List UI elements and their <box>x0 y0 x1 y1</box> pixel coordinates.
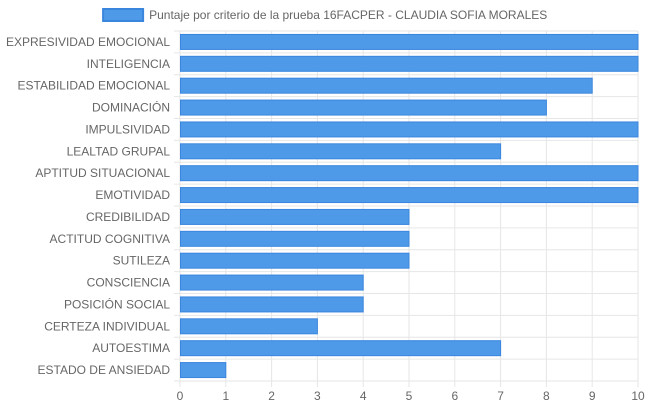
x-tick-label: 5 <box>406 389 413 403</box>
y-category-label: IMPULSIVIDAD <box>85 122 170 136</box>
legend[interactable]: Puntaje por criterio de la prueba 16FACP… <box>102 8 547 22</box>
bar-13[interactable] <box>180 296 364 313</box>
y-category-label: SUTILEZA <box>113 254 170 268</box>
bar-6[interactable] <box>180 143 502 160</box>
y-category-label: EXPRESIVIDAD EMOCIONAL <box>6 35 170 49</box>
y-category-label: CREDIBILIDAD <box>86 210 170 224</box>
x-tick-label: 10 <box>631 389 645 403</box>
y-category-label: APTITUD SITUACIONAL <box>35 166 170 180</box>
x-tick-label: 3 <box>314 389 321 403</box>
bar-10[interactable] <box>180 230 410 247</box>
bar-11[interactable] <box>180 252 410 269</box>
y-category-label: INTELIGENCIA <box>87 57 170 71</box>
x-tick-label: 2 <box>268 389 275 403</box>
bar-12[interactable] <box>180 274 364 291</box>
y-category-label: LEALTAD GRUPAL <box>67 144 171 158</box>
y-category-label: ACTITUD COGNITIVA <box>50 232 170 246</box>
bar-15[interactable] <box>180 340 502 357</box>
bar-1[interactable] <box>180 33 639 50</box>
x-tick-label: 8 <box>543 389 550 403</box>
bar-16[interactable] <box>180 362 227 379</box>
y-category-label: EMOTIVIDAD <box>95 188 170 202</box>
y-category-label: CONSCIENCIA <box>87 276 170 290</box>
y-category-label: AUTOESTIMA <box>92 341 170 355</box>
legend-swatch <box>102 8 145 22</box>
bar-2[interactable] <box>180 55 639 72</box>
bar-5[interactable] <box>180 121 639 138</box>
bar-14[interactable] <box>180 318 318 335</box>
y-category-label: ESTADO DE ANSIEDAD <box>38 363 171 377</box>
x-tick-label: 6 <box>451 389 458 403</box>
bar-8[interactable] <box>180 187 639 204</box>
x-tick-label: 0 <box>177 389 184 403</box>
x-tick-label: 4 <box>360 389 367 403</box>
bar-9[interactable] <box>180 208 410 225</box>
y-category-label: DOMINACIÓN <box>92 100 170 115</box>
bar-3[interactable] <box>180 77 593 94</box>
x-tick-label: 7 <box>497 389 504 403</box>
y-category-label: POSICIÓN SOCIAL <box>64 296 170 311</box>
x-tick-label: 9 <box>589 389 596 403</box>
bar-4[interactable] <box>180 99 547 116</box>
y-axis-labels: EXPRESIVIDAD EMOCIONAL INTELIGENCIA ESTABI… <box>6 35 170 377</box>
y-category-label: ESTABILIDAD EMOCIONAL <box>18 79 171 93</box>
x-tick-label: 1 <box>222 389 229 403</box>
legend-label: Puntaje por criterio de la prueba 16FACP… <box>149 8 547 22</box>
y-category-label: CERTEZA INDIVIDUAL <box>44 319 170 333</box>
bars <box>180 33 639 379</box>
x-axis-labels: 0 1 2 3 4 5 6 7 8 9 10 <box>177 389 645 403</box>
bar-7[interactable] <box>180 165 639 182</box>
